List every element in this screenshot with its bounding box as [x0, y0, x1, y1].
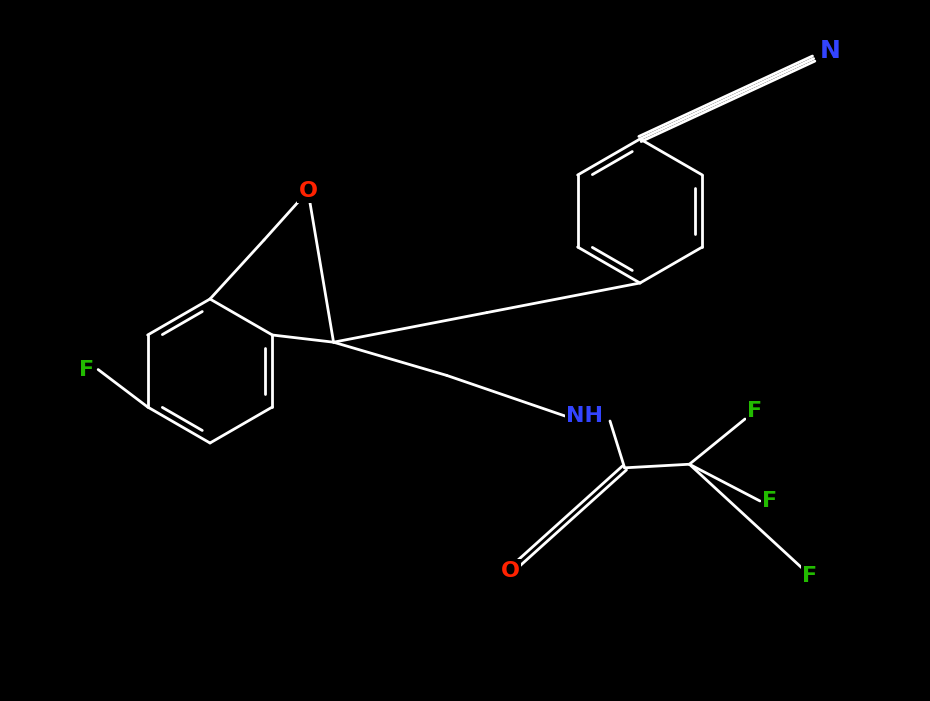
Text: F: F	[763, 491, 777, 511]
Text: F: F	[79, 360, 94, 379]
Text: NH: NH	[566, 406, 604, 426]
Text: O: O	[299, 181, 317, 201]
Text: N: N	[819, 39, 841, 63]
Text: F: F	[748, 401, 763, 421]
Text: O: O	[500, 561, 520, 581]
Text: F: F	[803, 566, 817, 586]
